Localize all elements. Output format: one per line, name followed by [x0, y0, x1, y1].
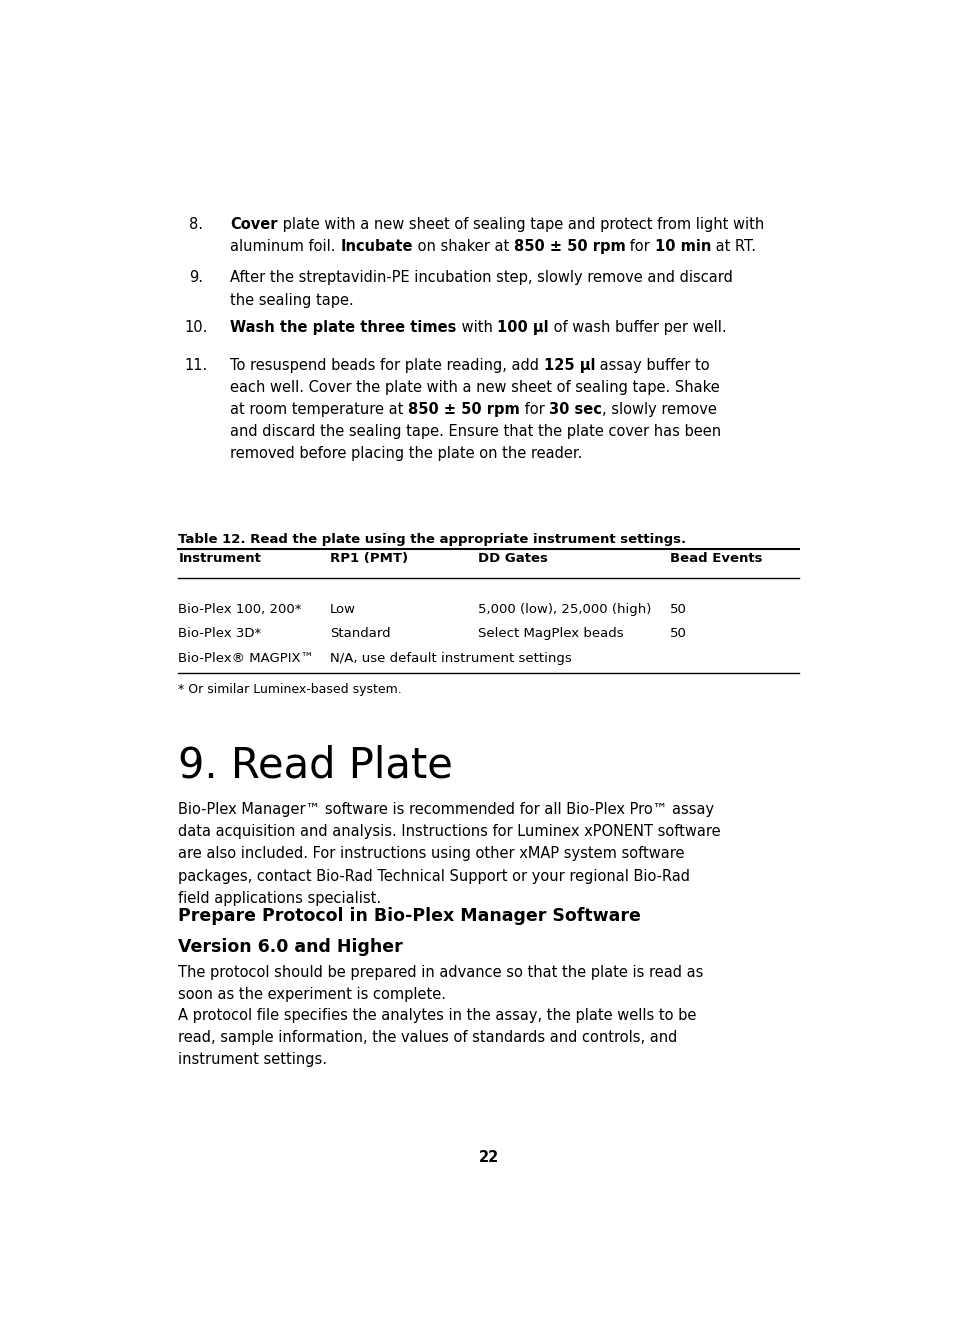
- Text: Low: Low: [330, 603, 355, 616]
- Text: Select MagPlex beads: Select MagPlex beads: [477, 628, 623, 640]
- Text: 100 µl: 100 µl: [497, 319, 548, 335]
- Text: packages, contact Bio-Rad Technical Support or your regional Bio-Rad: packages, contact Bio-Rad Technical Supp…: [178, 868, 690, 883]
- Text: 30 sec: 30 sec: [549, 402, 601, 417]
- Text: at RT.: at RT.: [710, 239, 756, 254]
- Text: After the streptavidin-PE incubation step, slowly remove and discard: After the streptavidin-PE incubation ste…: [230, 270, 732, 286]
- Text: 11.: 11.: [184, 358, 208, 373]
- Text: plate with a new sheet of sealing tape and protect from light with: plate with a new sheet of sealing tape a…: [277, 216, 763, 232]
- Text: 10.: 10.: [184, 319, 208, 335]
- Text: 50: 50: [669, 603, 686, 616]
- Text: of wash buffer per well.: of wash buffer per well.: [548, 319, 725, 335]
- Text: Version 6.0 and Higher: Version 6.0 and Higher: [178, 938, 403, 957]
- Text: soon as the experiment is complete.: soon as the experiment is complete.: [178, 987, 446, 1002]
- Text: 10 min: 10 min: [654, 239, 710, 254]
- Text: 850 ± 50 rpm: 850 ± 50 rpm: [513, 239, 625, 254]
- Text: Bio-Plex® MAGPIX™: Bio-Plex® MAGPIX™: [178, 652, 314, 665]
- Text: 22: 22: [478, 1150, 498, 1165]
- Text: Bio-Plex 3D*: Bio-Plex 3D*: [178, 628, 261, 640]
- Text: A protocol file specifies the analytes in the assay, the plate wells to be: A protocol file specifies the analytes i…: [178, 1007, 696, 1023]
- Text: Incubate: Incubate: [340, 239, 413, 254]
- Text: 125 µl: 125 µl: [543, 358, 595, 373]
- Text: 50: 50: [669, 628, 686, 640]
- Text: at room temperature at: at room temperature at: [230, 402, 408, 417]
- Text: 850 ± 50 rpm: 850 ± 50 rpm: [408, 402, 519, 417]
- Text: data acquisition and analysis. Instructions for Luminex xPONENT software: data acquisition and analysis. Instructi…: [178, 824, 720, 839]
- Text: * Or similar Luminex-based system.: * Or similar Luminex-based system.: [178, 683, 402, 696]
- Text: The protocol should be prepared in advance so that the plate is read as: The protocol should be prepared in advan…: [178, 965, 703, 979]
- Text: Cover: Cover: [230, 216, 277, 232]
- Text: 8.: 8.: [190, 216, 203, 232]
- Text: each well. Cover the plate with a new sheet of sealing tape. Shake: each well. Cover the plate with a new sh…: [230, 379, 720, 395]
- Text: Bio-Plex Manager™ software is recommended for all Bio-Plex Pro™ assay: Bio-Plex Manager™ software is recommende…: [178, 802, 714, 818]
- Text: 9. Read Plate: 9. Read Plate: [178, 744, 453, 787]
- Text: are also included. For instructions using other xMAP system software: are also included. For instructions usin…: [178, 847, 684, 862]
- Text: and discard the sealing tape. Ensure that the plate cover has been: and discard the sealing tape. Ensure tha…: [230, 425, 720, 440]
- Text: removed before placing the plate on the reader.: removed before placing the plate on the …: [230, 446, 582, 461]
- Text: 5,000 (low), 25,000 (high): 5,000 (low), 25,000 (high): [477, 603, 651, 616]
- Text: RP1 (PMT): RP1 (PMT): [330, 552, 408, 565]
- Text: Instrument: Instrument: [178, 552, 261, 565]
- Text: on shaker at: on shaker at: [413, 239, 513, 254]
- Text: aluminum foil.: aluminum foil.: [230, 239, 340, 254]
- Text: read, sample information, the values of standards and controls, and: read, sample information, the values of …: [178, 1030, 677, 1045]
- Text: Bio-Plex 100, 200*: Bio-Plex 100, 200*: [178, 603, 301, 616]
- Text: To resuspend beads for plate reading, add: To resuspend beads for plate reading, ad…: [230, 358, 543, 373]
- Text: for: for: [519, 402, 549, 417]
- Text: instrument settings.: instrument settings.: [178, 1053, 327, 1067]
- Text: with: with: [456, 319, 497, 335]
- Text: for: for: [625, 239, 654, 254]
- Text: Prepare Protocol in Bio-Plex Manager Software: Prepare Protocol in Bio-Plex Manager Sof…: [178, 907, 640, 925]
- Text: field applications specialist.: field applications specialist.: [178, 891, 381, 906]
- Text: Bead Events: Bead Events: [669, 552, 761, 565]
- Text: DD Gates: DD Gates: [477, 552, 547, 565]
- Text: Standard: Standard: [330, 628, 390, 640]
- Text: assay buffer to: assay buffer to: [595, 358, 709, 373]
- Text: N/A, use default instrument settings: N/A, use default instrument settings: [330, 652, 571, 665]
- Text: Table 12. Read the plate using the appropriate instrument settings.: Table 12. Read the plate using the appro…: [178, 533, 686, 545]
- Text: 9.: 9.: [190, 270, 203, 286]
- Text: , slowly remove: , slowly remove: [601, 402, 717, 417]
- Text: Wash the plate three times: Wash the plate three times: [230, 319, 456, 335]
- Text: the sealing tape.: the sealing tape.: [230, 293, 354, 307]
